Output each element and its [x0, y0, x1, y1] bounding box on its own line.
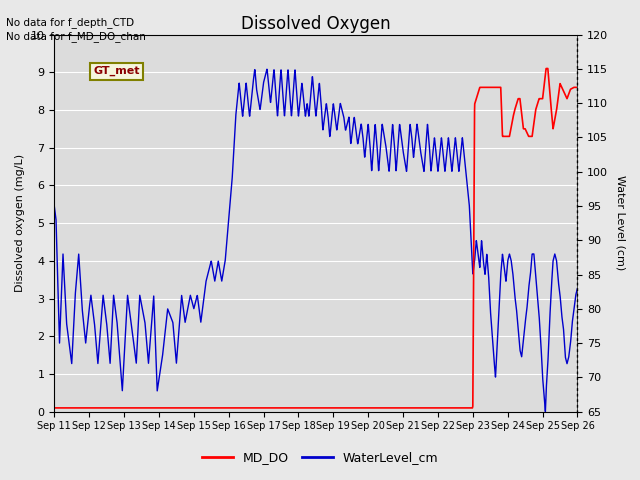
- Text: GT_met: GT_met: [93, 66, 140, 76]
- Text: No data for f_MD_DO_chan: No data for f_MD_DO_chan: [6, 31, 147, 42]
- Y-axis label: Dissolved oxygen (mg/L): Dissolved oxygen (mg/L): [15, 154, 25, 292]
- Legend: MD_DO, WaterLevel_cm: MD_DO, WaterLevel_cm: [196, 446, 444, 469]
- Y-axis label: Water Level (cm): Water Level (cm): [615, 176, 625, 271]
- Text: No data for f_depth_CTD: No data for f_depth_CTD: [6, 17, 134, 28]
- Title: Dissolved Oxygen: Dissolved Oxygen: [241, 15, 390, 33]
